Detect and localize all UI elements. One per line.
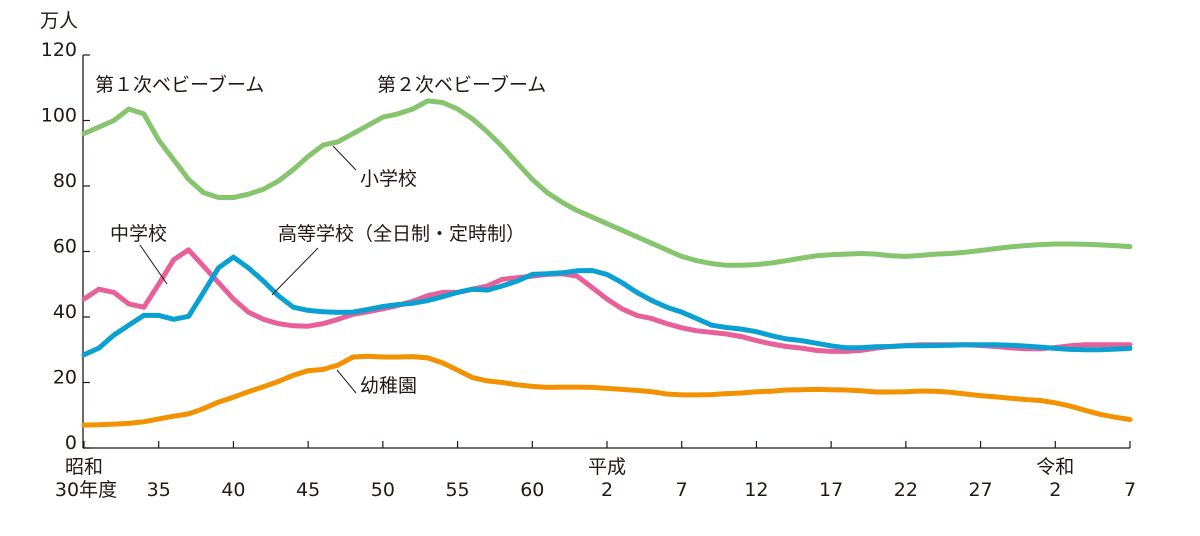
leader-line-high-school: [271, 247, 319, 296]
y-tick-label: 20: [53, 367, 77, 389]
series-label-kindergarten: 幼稚園: [360, 375, 417, 397]
series-lines: [81, 98, 1133, 428]
x-tick-label: 7: [676, 479, 688, 501]
x-tick-label: 17: [819, 479, 843, 501]
y-tick-label: 80: [53, 170, 77, 192]
y-tick-label: 60: [53, 236, 77, 258]
y-tick-label: 0: [65, 432, 77, 454]
annotation-second-baby-boom: 第２次ベビーブーム: [377, 73, 546, 96]
x-tick-label: 2: [601, 479, 613, 501]
leader-line-junior-high: [139, 244, 168, 285]
y-tick-label: 100: [41, 105, 77, 127]
x-tick-label: 30年度: [55, 479, 117, 501]
series-label-elementary: 小学校: [360, 168, 417, 190]
x-tick-label: 22: [894, 479, 918, 501]
x-tick-label: 7: [1124, 479, 1136, 501]
x-tick-label: 2: [1049, 479, 1061, 501]
y-axis-unit-label: 万人: [40, 10, 78, 32]
leader-line-kindergarten: [336, 369, 357, 394]
x-tick-label: 12: [744, 479, 768, 501]
x-tick-era-label: 令和: [1036, 456, 1074, 478]
x-tick-label: 55: [445, 479, 469, 501]
series-label-junior-high: 中学校: [110, 223, 167, 245]
x-tick-era-label: 平成: [588, 456, 626, 478]
x-tick-label: 27: [968, 479, 992, 501]
series-line-0: [81, 98, 1133, 268]
y-tick-label: 120: [41, 39, 77, 61]
x-tick-label: 40: [221, 479, 245, 501]
y-tick-label: 40: [53, 301, 77, 323]
series-label-high-school: 高等学校（全日制・定時制）: [278, 223, 525, 245]
series-line-3: [81, 353, 1133, 428]
x-tick-label: 50: [371, 479, 395, 501]
x-tick-label: 60: [520, 479, 544, 501]
leader-line-elementary: [332, 145, 357, 171]
annotation-first-baby-boom: 第１次ベビーブーム: [95, 73, 264, 96]
series-line-2: [81, 254, 1133, 358]
x-tick-label: 35: [147, 479, 171, 501]
x-tick-label: 45: [296, 479, 320, 501]
x-tick-era-label: 昭和: [65, 456, 103, 478]
